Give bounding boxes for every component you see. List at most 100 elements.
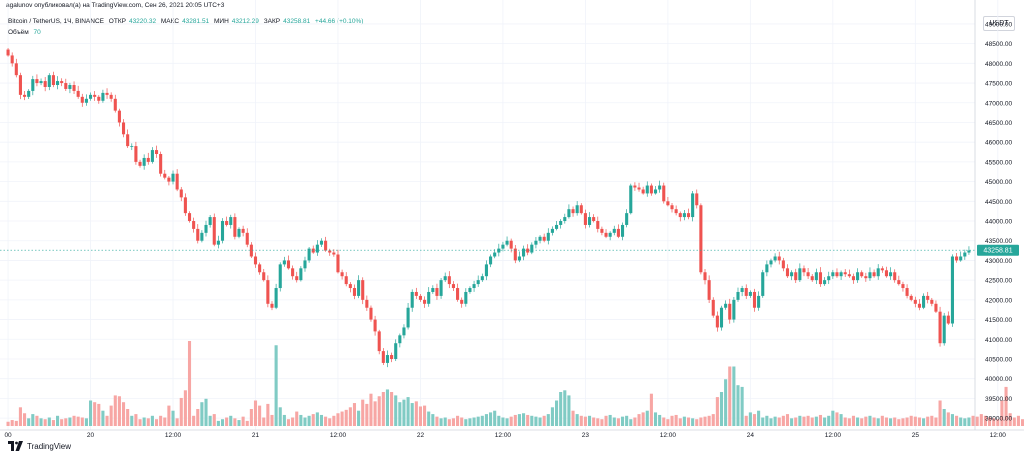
volume-bar (14, 420, 18, 426)
candle-body (600, 228, 604, 233)
volume-bar (715, 397, 719, 426)
high-label: МАКС (160, 18, 180, 25)
volume-bar (212, 414, 216, 426)
volume-bar (394, 395, 398, 426)
volume-bar (23, 413, 27, 426)
candle-body (781, 260, 785, 269)
time-tick-label: 20 (87, 432, 95, 439)
candle-body (695, 193, 699, 206)
candle-body (913, 299, 917, 304)
candle-body (497, 248, 501, 253)
volume-bar (258, 405, 262, 426)
candle-body (489, 256, 493, 265)
volume-bar (427, 411, 431, 426)
volume-bar (56, 415, 60, 426)
currency-button[interactable]: USDT (983, 16, 1015, 31)
candle-body (480, 276, 484, 281)
volume-bar (926, 416, 930, 426)
candle-body (860, 272, 864, 277)
candle-body (942, 315, 946, 344)
candle-body (571, 209, 575, 214)
candle-body (167, 177, 171, 182)
volume-bar (658, 414, 662, 426)
candle-body (418, 295, 423, 300)
time-tick-label: 21 (252, 432, 260, 439)
volume-bar (695, 419, 699, 426)
volume-bar (460, 417, 464, 426)
volume-bar (245, 420, 249, 426)
candle-body (56, 81, 60, 86)
candle-body (295, 276, 299, 281)
volume-bar (418, 406, 423, 426)
candle-body (126, 134, 130, 147)
volume-bar (373, 401, 377, 426)
volume-bar (563, 390, 567, 426)
volume-bar (653, 412, 658, 426)
volume-bar (237, 420, 241, 426)
volume-bar (35, 415, 39, 426)
candle-body (443, 276, 447, 281)
volume-bar (765, 415, 769, 426)
price-tick-label: 43500.00 (985, 238, 1012, 245)
volume-bar (291, 417, 295, 426)
volume-bar (497, 415, 501, 426)
candle-body (431, 288, 435, 292)
volume-bar (274, 345, 278, 426)
candle-body (884, 270, 889, 277)
candle-body (352, 288, 357, 296)
candle-body (517, 256, 521, 261)
candle-body (851, 276, 856, 281)
volume-bar (674, 414, 678, 426)
candle-body (645, 185, 649, 194)
candle-body (612, 228, 616, 233)
candle-body (530, 244, 534, 253)
candle-body (835, 272, 839, 277)
candle-body (266, 280, 270, 304)
volume-bar (691, 418, 695, 426)
volume-bar (909, 415, 913, 426)
candle-body (472, 284, 476, 289)
price-tick-label: 44500.00 (985, 199, 1012, 206)
volume-bar (579, 415, 583, 426)
candle-body (324, 240, 328, 251)
candle-body (163, 173, 167, 178)
volume-bar (6, 421, 10, 426)
candle-body (930, 299, 934, 304)
candle-body (435, 288, 439, 296)
candle-body (154, 150, 159, 154)
candle-body (468, 288, 472, 292)
candle-body (10, 55, 14, 64)
time-tick-label: 12:00 (495, 432, 512, 439)
volume-bar (175, 418, 179, 426)
volume-bar (748, 412, 752, 426)
candle-body (596, 221, 600, 229)
volume-bar (955, 415, 959, 426)
volume-bar (777, 417, 781, 426)
volume-bar (814, 416, 818, 426)
candle-body (542, 236, 546, 241)
volume-bar (719, 392, 724, 426)
volume-bar (616, 418, 620, 426)
candle-body (427, 291, 431, 304)
candle-body (216, 240, 220, 245)
volume-bar (10, 420, 14, 426)
candle-body (653, 189, 658, 194)
time-tick-label: 22 (417, 432, 425, 439)
candle-body (447, 276, 451, 285)
candle-body (282, 260, 286, 265)
volume-bar (810, 417, 814, 426)
volume-bar (311, 414, 315, 426)
volume-bar (963, 418, 967, 426)
candle-body (823, 280, 827, 285)
candle-body (926, 295, 930, 300)
candle-body (31, 79, 35, 91)
symbol-label[interactable]: Bitcoin / TetherUS, 1Ч, BINANCE (8, 18, 104, 25)
volume-bar (559, 392, 563, 426)
volume-label[interactable]: Объём (8, 29, 29, 36)
candle-body (748, 291, 752, 296)
volume-bar (121, 402, 126, 426)
candle-body (369, 307, 373, 320)
volume-bar (468, 418, 472, 426)
volume-bar (51, 420, 55, 426)
